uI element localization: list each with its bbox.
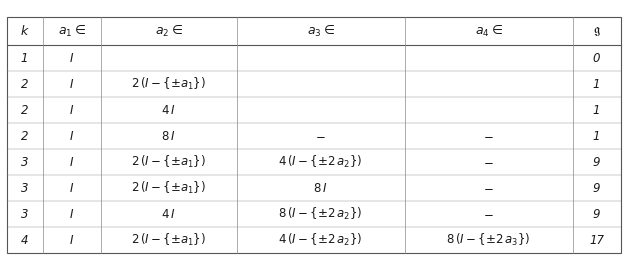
Text: $4\,(I - \{\pm 2\,a_2\})$: $4\,(I - \{\pm 2\,a_2\})$ bbox=[278, 154, 362, 170]
Text: $k$: $k$ bbox=[19, 24, 29, 38]
Text: $a_1 \in$: $a_1 \in$ bbox=[58, 23, 85, 39]
Text: $8\,I$: $8\,I$ bbox=[161, 130, 176, 143]
Text: $I$: $I$ bbox=[69, 52, 74, 65]
Text: $2\,(I - \{\pm a_1\})$: $2\,(I - \{\pm a_1\})$ bbox=[131, 180, 206, 196]
Text: 1: 1 bbox=[593, 77, 600, 90]
Text: $8\,(I - \{\pm 2\,a_3\})$: $8\,(I - \{\pm 2\,a_3\})$ bbox=[446, 232, 530, 248]
Text: 17: 17 bbox=[589, 234, 604, 247]
Text: 2: 2 bbox=[21, 103, 28, 116]
Text: $I$: $I$ bbox=[69, 103, 74, 116]
Text: $a_4 \in$: $a_4 \in$ bbox=[475, 23, 502, 39]
Text: $-$: $-$ bbox=[483, 181, 494, 194]
Text: $2\,(I - \{\pm a_1\})$: $2\,(I - \{\pm a_1\})$ bbox=[131, 76, 206, 92]
Text: 3: 3 bbox=[21, 208, 28, 221]
Text: 0: 0 bbox=[593, 52, 600, 65]
Text: $-$: $-$ bbox=[315, 130, 326, 143]
Text: $4\,(I - \{\pm 2\,a_2\})$: $4\,(I - \{\pm 2\,a_2\})$ bbox=[278, 232, 362, 248]
Text: $2\,(I - \{\pm a_1\})$: $2\,(I - \{\pm a_1\})$ bbox=[131, 232, 206, 248]
Text: 4: 4 bbox=[21, 234, 28, 247]
Text: 2: 2 bbox=[21, 77, 28, 90]
Text: $I$: $I$ bbox=[69, 208, 74, 221]
Text: $a_2 \in$: $a_2 \in$ bbox=[155, 23, 182, 39]
Text: 1: 1 bbox=[593, 103, 600, 116]
Text: $-$: $-$ bbox=[483, 156, 494, 168]
Text: $\mathfrak{g}$: $\mathfrak{g}$ bbox=[593, 25, 601, 38]
Text: 1: 1 bbox=[21, 52, 28, 65]
Text: $I$: $I$ bbox=[69, 156, 74, 168]
Text: $I$: $I$ bbox=[69, 77, 74, 90]
Text: $8\,(I - \{\pm 2\,a_2\})$: $8\,(I - \{\pm 2\,a_2\})$ bbox=[278, 206, 362, 222]
Text: $4\,I$: $4\,I$ bbox=[161, 208, 176, 221]
Text: $4\,I$: $4\,I$ bbox=[161, 103, 176, 116]
Bar bbox=[6, 17, 621, 253]
Text: 3: 3 bbox=[21, 156, 28, 168]
Text: $-$: $-$ bbox=[483, 208, 494, 221]
Text: 3: 3 bbox=[21, 181, 28, 194]
Text: $8\,I$: $8\,I$ bbox=[314, 181, 328, 194]
Text: 9: 9 bbox=[593, 208, 600, 221]
Text: 2: 2 bbox=[21, 130, 28, 143]
Text: 9: 9 bbox=[593, 156, 600, 168]
Text: $I$: $I$ bbox=[69, 234, 74, 247]
Text: $-$: $-$ bbox=[483, 130, 494, 143]
Text: $a_3 \in$: $a_3 \in$ bbox=[307, 23, 334, 39]
Text: 1: 1 bbox=[593, 130, 600, 143]
Text: $I$: $I$ bbox=[69, 181, 74, 194]
Text: 9: 9 bbox=[593, 181, 600, 194]
Text: $2\,(I - \{\pm a_1\})$: $2\,(I - \{\pm a_1\})$ bbox=[131, 154, 206, 170]
Text: $I$: $I$ bbox=[69, 130, 74, 143]
